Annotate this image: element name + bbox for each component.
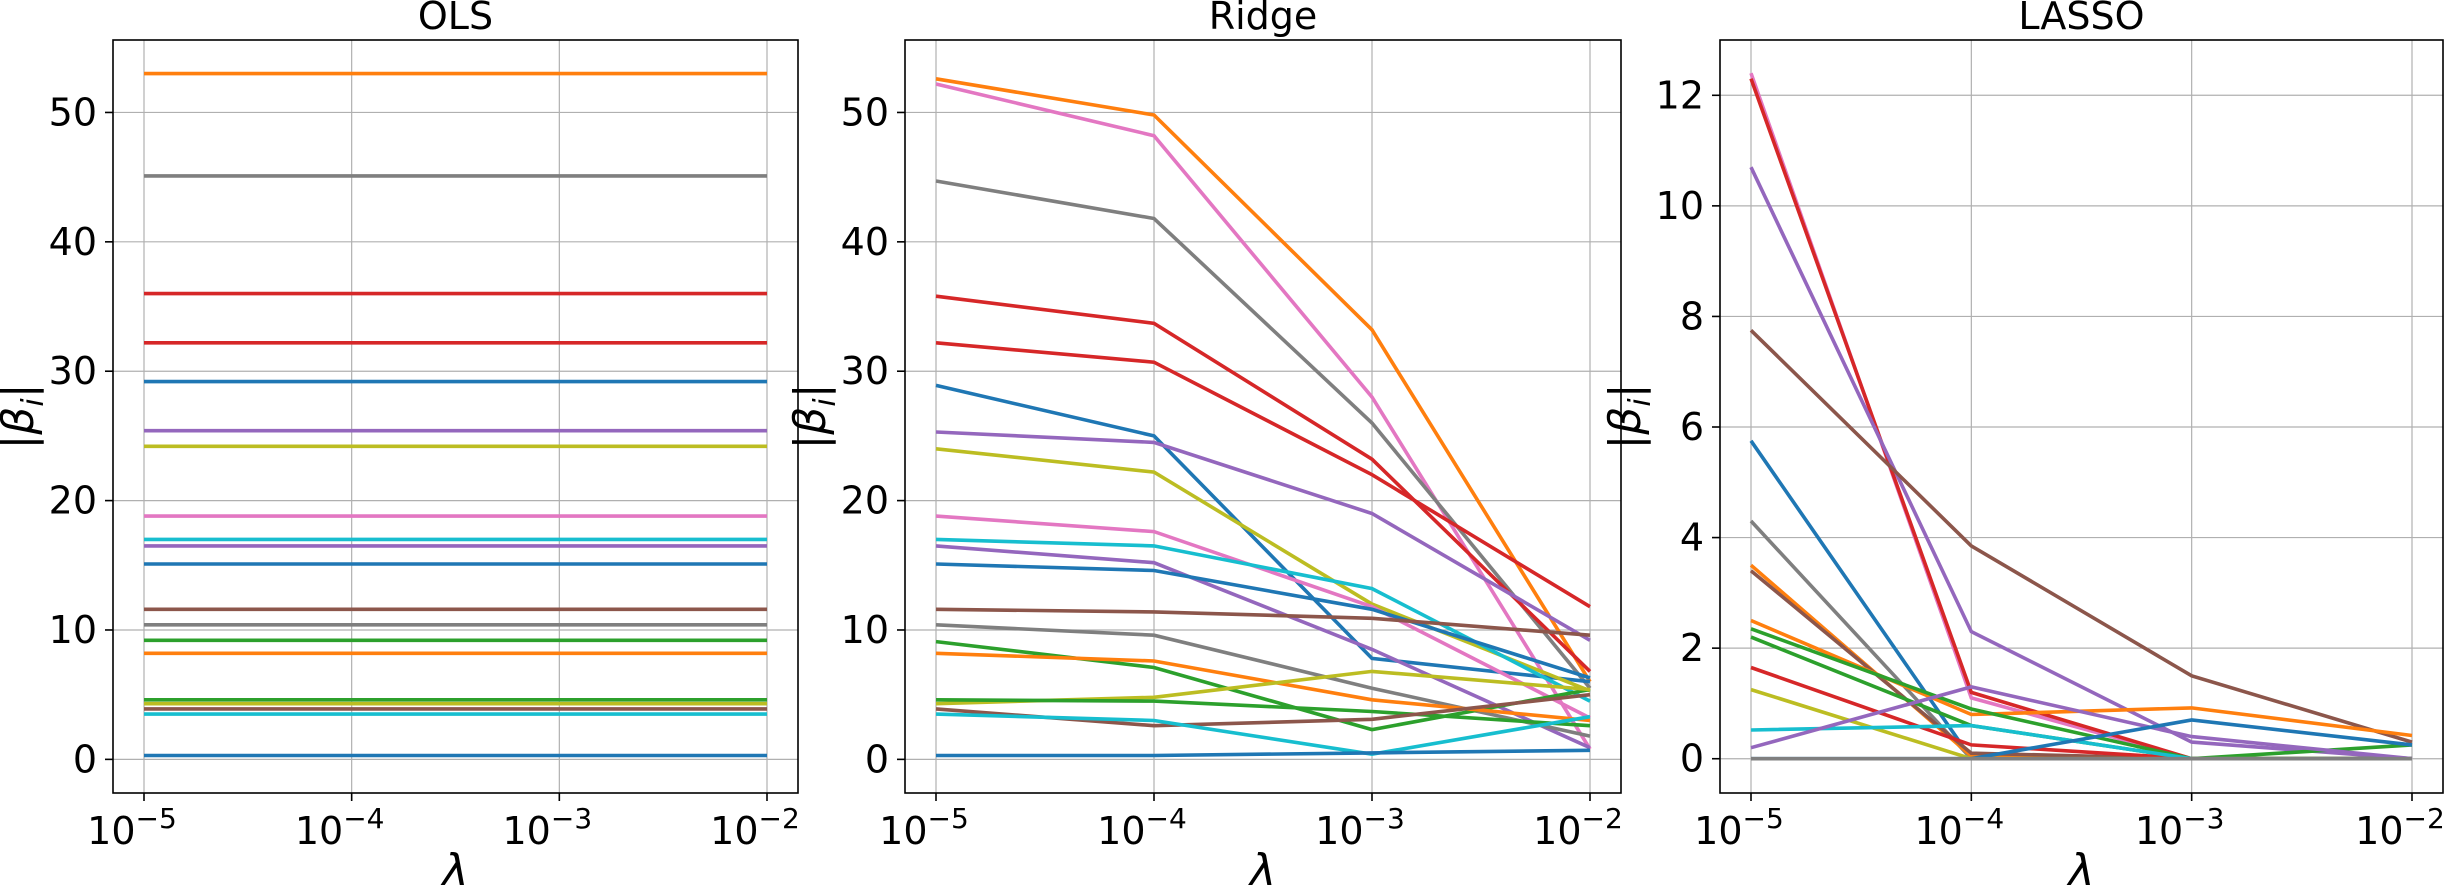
lasso-series-line-14 xyxy=(1750,685,2413,761)
lasso-series-line-13 xyxy=(1750,723,2412,761)
lasso-x-tick-label: 10−3 xyxy=(2135,802,2225,853)
ridge-series-line-10 xyxy=(935,544,1591,750)
lasso-y-axis-label: |βi| xyxy=(1600,383,1658,449)
ridge-x-tick-label: 10−3 xyxy=(1315,802,1405,853)
ridge-series-line-2 xyxy=(935,179,1592,690)
ridge-x-axis-label: λ xyxy=(1248,845,1276,891)
ridge-y-tick-label: 20 xyxy=(841,479,889,523)
lasso-series-line-0 xyxy=(1749,72,2412,761)
lasso-y-tick-label: 12 xyxy=(1656,73,1704,117)
lasso-axes-frame xyxy=(1719,39,2444,794)
ols-y-tick-label: 10 xyxy=(49,608,97,652)
ridge-y-tick-label: 30 xyxy=(841,349,889,393)
lasso-series-line-3 xyxy=(1749,329,2413,744)
ridge-series-line-15 xyxy=(935,651,1591,723)
ols-x-tick-label: 10−5 xyxy=(87,802,177,853)
lasso-x-tick-label: 10−4 xyxy=(1915,802,2005,853)
lasso-series-line-1 xyxy=(1749,78,2412,761)
lasso-y-tick-label: 6 xyxy=(1680,405,1704,449)
ridge-series-line-19 xyxy=(935,712,1591,757)
ridge-series-line-11 xyxy=(935,562,1591,680)
ols-axes-frame xyxy=(112,39,799,794)
lasso-panel: 0 2 4 6 8 10 12 10−5 10−4 10−3 10−2 LASSO λ |βi| xyxy=(1600,0,2445,891)
lasso-y-tick-label: 8 xyxy=(1680,294,1704,338)
ols-x-tick-label: 10−3 xyxy=(503,802,593,853)
ridge-y-tick-label: 0 xyxy=(865,737,889,781)
ridge-y-tick-label: 10 xyxy=(841,608,889,652)
ridge-series-line-5 xyxy=(935,383,1591,684)
lasso-x-tick-label: 10−2 xyxy=(2355,802,2445,853)
ols-chart-title: OLS xyxy=(418,0,493,38)
ridge-y-tick-label: 50 xyxy=(841,90,889,134)
lasso-y-tick-label: 0 xyxy=(1680,737,1704,781)
ols-y-axis-label: |βi| xyxy=(0,383,51,449)
ols-y-tick-label: 40 xyxy=(49,220,97,264)
ridge-series-line-3 xyxy=(935,294,1592,673)
ridge-series-line-12 xyxy=(935,607,1591,637)
ridge-series-line-7 xyxy=(935,447,1591,693)
ols-y-tick-label: 20 xyxy=(49,479,97,523)
ols-y-tick-label: 0 xyxy=(73,737,97,781)
ridge-series-line-13 xyxy=(935,623,1591,738)
ols-x-axis-label: λ xyxy=(440,845,468,891)
ridge-y-axis-label: |βi| xyxy=(785,383,843,449)
lasso-x-axis-label: λ xyxy=(2066,845,2094,891)
ridge-x-tick-label: 10−4 xyxy=(1097,802,1187,853)
lasso-chart-title: LASSO xyxy=(2018,0,2144,38)
ols-x-tick-label: 10−4 xyxy=(295,802,385,853)
lasso-series-line-2 xyxy=(1749,166,2413,761)
ridge-chart-title: Ridge xyxy=(1209,0,1318,38)
ridge-series-line-8 xyxy=(935,514,1591,720)
ridge-series-line-1 xyxy=(935,82,1592,750)
lasso-y-tick-label: 2 xyxy=(1680,626,1704,670)
ridge-axes-frame xyxy=(904,39,1622,794)
ridge-x-tick-label: 10−2 xyxy=(1533,802,1623,853)
ridge-x-tick-label: 10−5 xyxy=(879,802,969,853)
ridge-panel: 0 10 20 30 40 50 10−5 10−4 10−3 10−2 Ridge λ |βi| xyxy=(785,0,1623,891)
ridge-series-line-9 xyxy=(935,537,1591,703)
lasso-x-tick-label: 10−5 xyxy=(1694,802,1784,853)
ridge-series-line-4 xyxy=(935,341,1591,609)
ols-y-tick-label: 30 xyxy=(49,349,97,393)
lasso-y-tick-label: 4 xyxy=(1680,516,1704,560)
ols-panel: 0 10 20 30 40 50 10−5 10−4 10−3 10−2 OLS λ |βi| xyxy=(0,0,800,891)
lasso-y-tick-label: 10 xyxy=(1656,184,1704,228)
ols-x-tick-label: 10−2 xyxy=(710,802,800,853)
ols-y-tick-label: 50 xyxy=(49,90,97,134)
ridge-series-line-6 xyxy=(935,430,1591,642)
ridge-series-line-0 xyxy=(935,77,1592,683)
ridge-y-tick-label: 40 xyxy=(841,220,889,264)
ridge-series-line-20 xyxy=(936,748,1591,758)
ridge-series-line-17 xyxy=(935,698,1591,728)
